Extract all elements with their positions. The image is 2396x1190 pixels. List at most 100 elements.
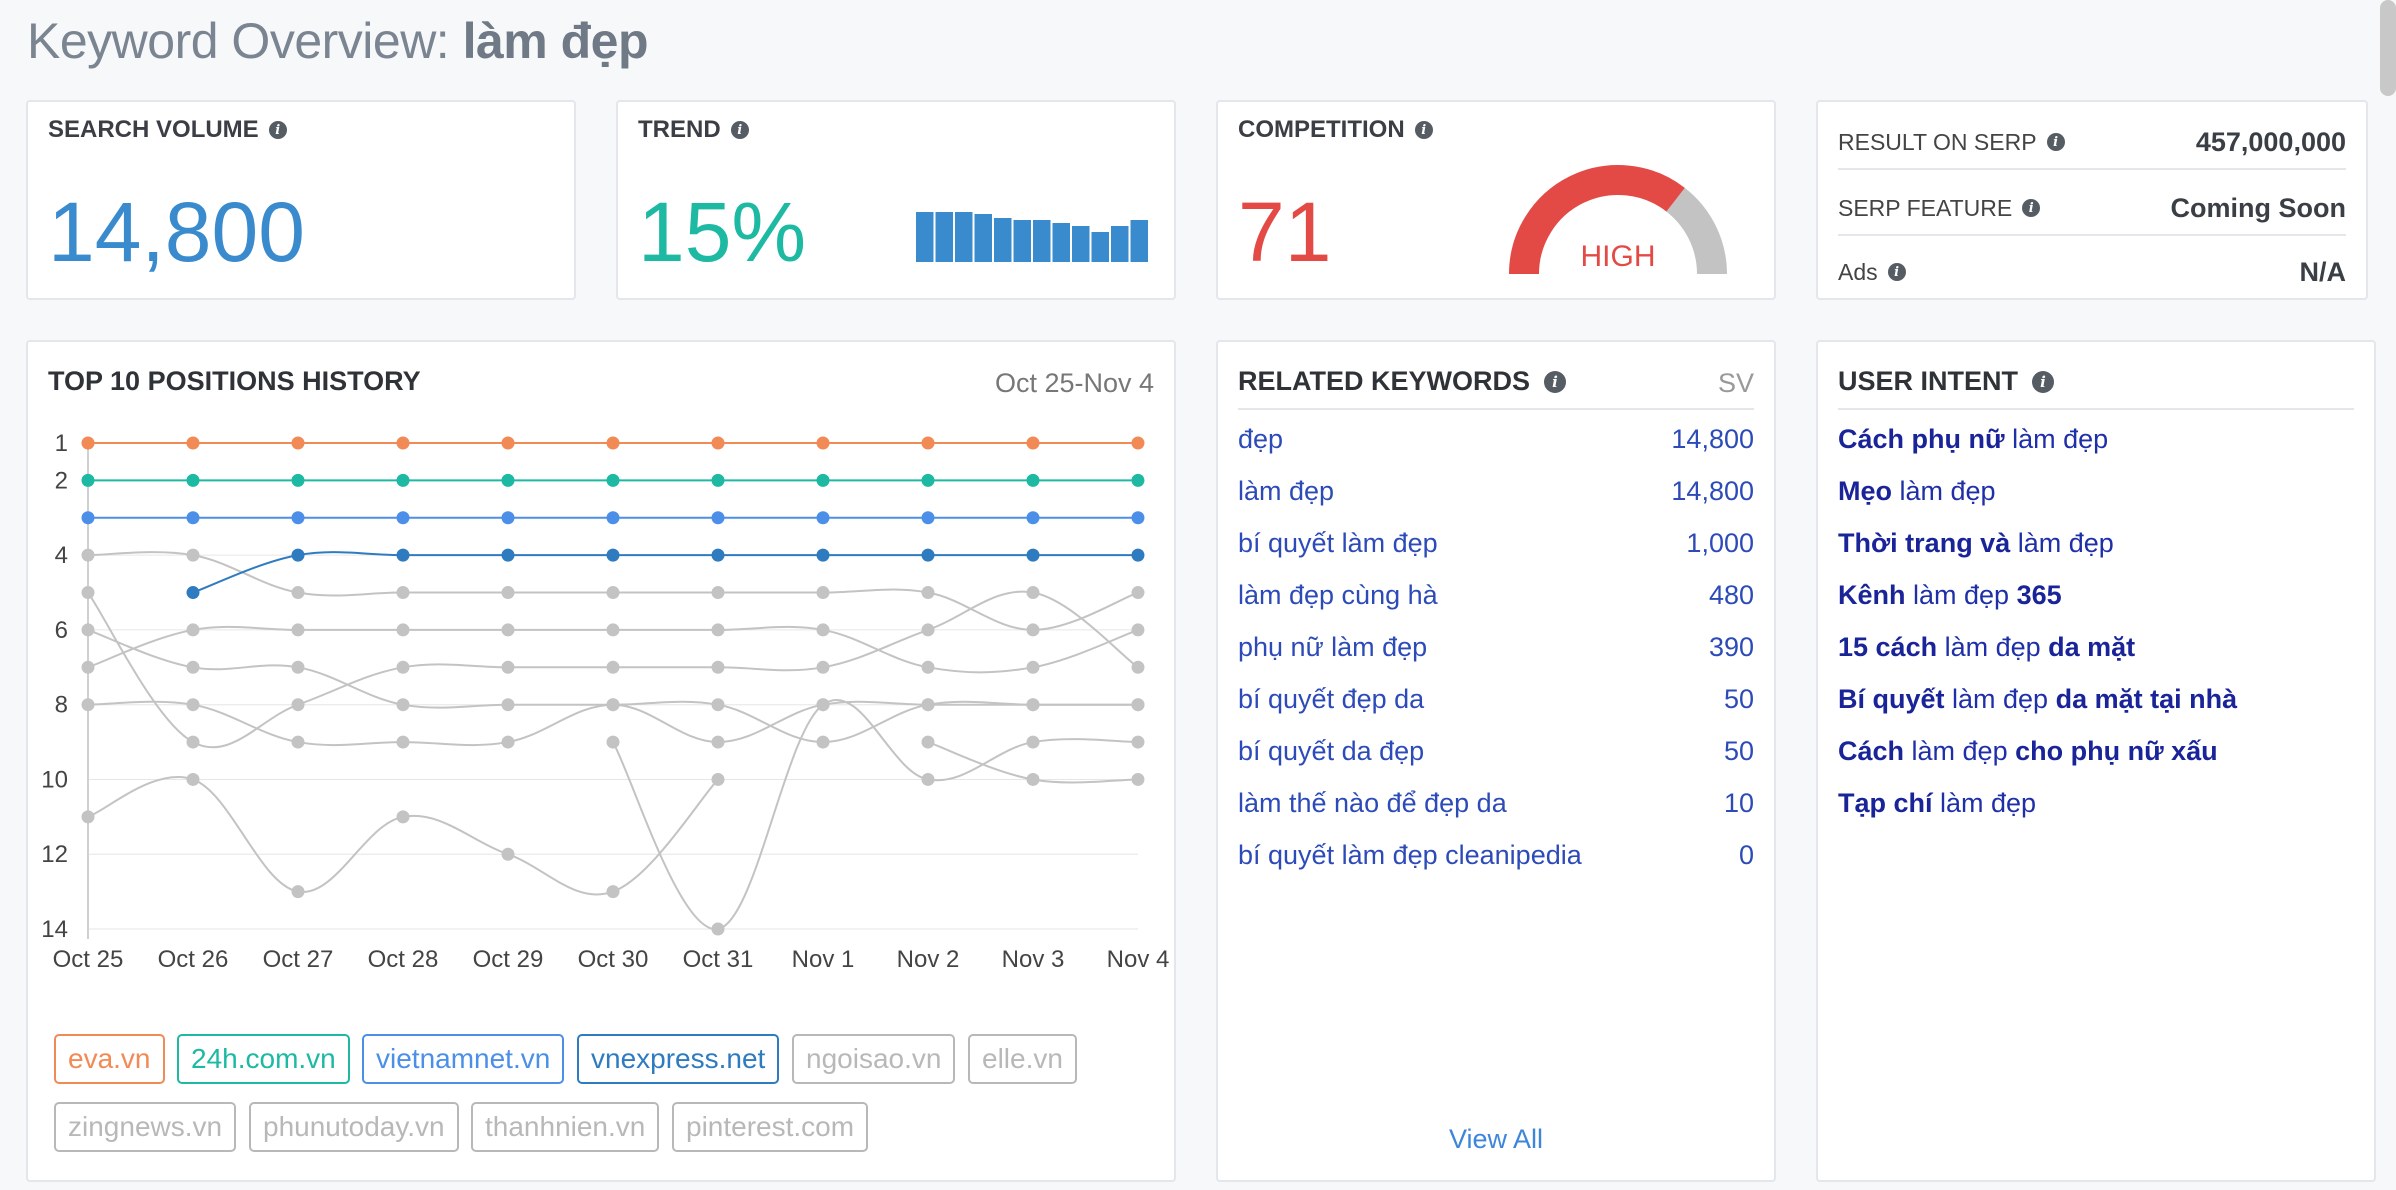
data-point[interactable] bbox=[81, 436, 95, 450]
data-point[interactable] bbox=[711, 436, 725, 450]
legend-tag-eva-vn[interactable]: eva.vn bbox=[54, 1034, 165, 1084]
data-point[interactable] bbox=[711, 922, 725, 936]
data-point[interactable] bbox=[501, 548, 515, 562]
data-point[interactable] bbox=[606, 511, 620, 525]
data-point[interactable] bbox=[1026, 735, 1040, 749]
data-point[interactable] bbox=[1026, 698, 1040, 712]
related-keyword-row[interactable]: làm đẹp 14,800 bbox=[1238, 476, 1754, 516]
data-point[interactable] bbox=[606, 735, 620, 749]
data-point[interactable] bbox=[291, 548, 305, 562]
legend-tag-vnexpress-net[interactable]: vnexpress.net bbox=[577, 1034, 780, 1084]
data-point[interactable] bbox=[711, 586, 725, 600]
data-point[interactable] bbox=[501, 847, 515, 861]
data-point[interactable] bbox=[816, 698, 830, 712]
info-icon[interactable]: i bbox=[730, 121, 749, 139]
data-point[interactable] bbox=[186, 548, 200, 562]
data-point[interactable] bbox=[606, 698, 620, 712]
legend-tag-phunutoday-vn[interactable]: phunutoday.vn bbox=[249, 1102, 459, 1152]
legend-tag-vietnamnet-vn[interactable]: vietnamnet.vn bbox=[362, 1034, 565, 1084]
data-point[interactable] bbox=[396, 660, 410, 674]
data-point[interactable] bbox=[816, 735, 830, 749]
view-all-link[interactable]: View All bbox=[1448, 1124, 1544, 1154]
related-keyword[interactable]: bí quyết làm đẹp cleanipedia bbox=[1238, 840, 1582, 870]
legend-tag-elle-vn[interactable]: elle.vn bbox=[968, 1034, 1077, 1084]
data-point[interactable] bbox=[816, 548, 830, 562]
data-point[interactable] bbox=[606, 436, 620, 450]
related-keyword[interactable]: phụ nữ làm đẹp bbox=[1238, 632, 1428, 662]
data-point[interactable] bbox=[1131, 586, 1145, 600]
data-point[interactable] bbox=[711, 473, 725, 487]
data-point[interactable] bbox=[291, 511, 305, 525]
data-point[interactable] bbox=[711, 660, 725, 674]
data-point[interactable] bbox=[291, 698, 305, 712]
data-point[interactable] bbox=[501, 511, 515, 525]
data-point[interactable] bbox=[291, 735, 305, 749]
info-icon[interactable]: i bbox=[2022, 199, 2041, 217]
data-point[interactable] bbox=[921, 473, 935, 487]
data-point[interactable] bbox=[1131, 548, 1145, 562]
info-icon[interactable]: i bbox=[1414, 121, 1433, 139]
related-keyword[interactable]: đẹp bbox=[1238, 424, 1284, 454]
info-icon[interactable]: i bbox=[2032, 370, 2055, 393]
data-point[interactable] bbox=[1131, 735, 1145, 749]
data-point[interactable] bbox=[606, 586, 620, 600]
data-point[interactable] bbox=[396, 623, 410, 637]
data-point[interactable] bbox=[921, 586, 935, 600]
data-point[interactable] bbox=[921, 735, 935, 749]
data-point[interactable] bbox=[291, 885, 305, 899]
scrollbar-thumb[interactable] bbox=[2380, 0, 2396, 96]
data-point[interactable] bbox=[1026, 473, 1040, 487]
intent-item[interactable]: Bí quyết làm đẹp da mặt tại nhà bbox=[1838, 684, 2354, 715]
data-point[interactable] bbox=[1026, 660, 1040, 674]
data-point[interactable] bbox=[711, 772, 725, 786]
data-point[interactable] bbox=[1131, 473, 1145, 487]
legend-tag-pinterest-com[interactable]: pinterest.com bbox=[672, 1102, 869, 1152]
intent-item[interactable]: Cách làm đẹp cho phụ nữ xấu bbox=[1838, 736, 2354, 767]
data-point[interactable] bbox=[396, 735, 410, 749]
data-point[interactable] bbox=[816, 586, 830, 600]
related-keyword[interactable]: làm đẹp cùng hà bbox=[1238, 580, 1438, 610]
data-point[interactable] bbox=[501, 660, 515, 674]
data-point[interactable] bbox=[81, 548, 95, 562]
data-point[interactable] bbox=[186, 735, 200, 749]
positions-date-range[interactable]: Oct 25-Nov 4 bbox=[994, 368, 1154, 398]
data-point[interactable] bbox=[186, 473, 200, 487]
intent-item[interactable]: Kênh làm đẹp 365 bbox=[1838, 580, 2354, 611]
data-point[interactable] bbox=[816, 623, 830, 637]
data-point[interactable] bbox=[1026, 548, 1040, 562]
intent-item[interactable]: Thời trang và làm đẹp bbox=[1838, 528, 2354, 559]
data-point[interactable] bbox=[711, 698, 725, 712]
data-point[interactable] bbox=[396, 548, 410, 562]
intent-item[interactable]: 15 cách làm đẹp da mặt bbox=[1838, 632, 2354, 663]
data-point[interactable] bbox=[396, 511, 410, 525]
data-point[interactable] bbox=[501, 735, 515, 749]
related-keyword[interactable]: bí quyết da đẹp bbox=[1238, 736, 1425, 766]
data-point[interactable] bbox=[291, 473, 305, 487]
data-point[interactable] bbox=[81, 660, 95, 674]
data-point[interactable] bbox=[921, 436, 935, 450]
data-point[interactable] bbox=[921, 698, 935, 712]
data-point[interactable] bbox=[81, 810, 95, 824]
data-point[interactable] bbox=[1131, 511, 1145, 525]
legend-tag-24h-com-vn[interactable]: 24h.com.vn bbox=[177, 1034, 350, 1084]
data-point[interactable] bbox=[816, 473, 830, 487]
data-point[interactable] bbox=[711, 511, 725, 525]
intent-item[interactable]: Tạp chí làm đẹp bbox=[1838, 788, 2354, 819]
data-point[interactable] bbox=[291, 586, 305, 600]
data-point[interactable] bbox=[1026, 586, 1040, 600]
related-keyword[interactable]: làm đẹp bbox=[1238, 476, 1335, 506]
data-point[interactable] bbox=[81, 698, 95, 712]
data-point[interactable] bbox=[816, 660, 830, 674]
data-point[interactable] bbox=[1026, 436, 1040, 450]
legend-tag-ngoisao-vn[interactable]: ngoisao.vn bbox=[792, 1034, 956, 1084]
data-point[interactable] bbox=[606, 660, 620, 674]
data-point[interactable] bbox=[606, 623, 620, 637]
info-icon[interactable]: i bbox=[2046, 133, 2065, 151]
intent-item[interactable]: Mẹo làm đẹp bbox=[1838, 476, 2354, 507]
legend-tag-zingnews-vn[interactable]: zingnews.vn bbox=[54, 1102, 237, 1152]
data-point[interactable] bbox=[501, 586, 515, 600]
data-point[interactable] bbox=[186, 623, 200, 637]
related-keyword-row[interactable]: làm đẹp cùng hà 480 bbox=[1238, 580, 1754, 620]
related-keyword-row[interactable]: phụ nữ làm đẹp 390 bbox=[1238, 632, 1754, 672]
data-point[interactable] bbox=[1026, 623, 1040, 637]
